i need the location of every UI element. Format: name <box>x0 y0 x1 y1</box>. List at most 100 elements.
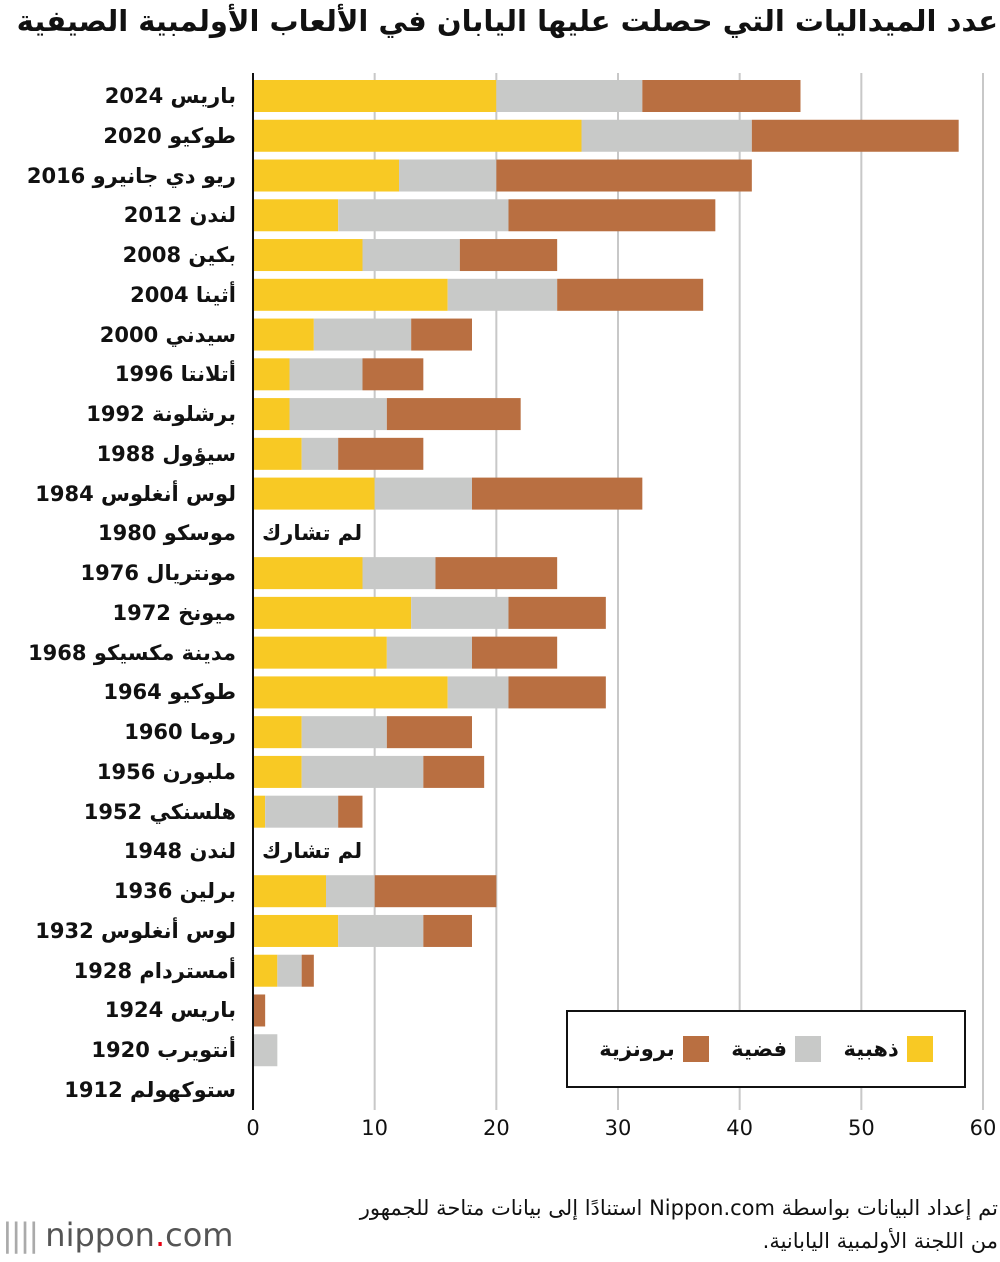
logo-name: nippon <box>45 1216 155 1254</box>
source-note-line2: من اللجنة الأولمبية اليابانية. <box>762 1229 998 1253</box>
x-tick-label: 20 <box>482 1116 510 1140</box>
category-label: أتلانتا 1996 <box>114 362 236 387</box>
category-label: لوس أنغلوس 1984 <box>35 481 236 506</box>
bar-gold <box>253 875 326 908</box>
bar-silver <box>289 398 387 431</box>
bar-silver <box>399 159 497 192</box>
category-label: ريو دي جانيرو 2016 <box>26 163 236 188</box>
bar-silver <box>326 875 375 908</box>
bar-bronze <box>374 875 497 908</box>
bar-silver <box>496 80 643 112</box>
category-label: مونتريال 1976 <box>80 561 236 586</box>
bar-gold <box>253 636 387 669</box>
bar-silver <box>581 119 752 152</box>
not-participated-label: لم تشارك <box>262 839 363 864</box>
category-label: هلسنكي 1952 <box>83 799 236 824</box>
bar-gold <box>253 795 266 828</box>
category-label: أثينا 2004 <box>130 282 236 307</box>
bar-silver <box>301 755 424 788</box>
category-label: لوس أنغلوس 1932 <box>35 918 236 943</box>
legend-label: فضية <box>731 1037 788 1061</box>
legend-item: ذهبية <box>844 1036 933 1062</box>
bar-silver <box>374 477 472 510</box>
legend-swatch <box>906 1036 933 1062</box>
category-label: باريس 2024 <box>104 84 236 108</box>
category-label: طوكيو 2020 <box>103 123 236 148</box>
bar-bronze <box>362 358 424 391</box>
bar-silver <box>301 437 339 470</box>
source-note: تم إعداد البيانات بواسطة Nippon.com استن… <box>238 1192 998 1258</box>
bar-gold <box>253 437 302 470</box>
bar-bronze <box>386 716 472 749</box>
bar-bronze <box>508 676 606 709</box>
legend-item: برونزية <box>599 1036 709 1062</box>
bar-gold <box>253 557 363 590</box>
category-label: باريس 1924 <box>104 998 236 1023</box>
legend-label: ذهبية <box>843 1037 899 1061</box>
bar-silver <box>289 358 363 391</box>
category-label: روما 1960 <box>124 720 236 745</box>
x-tick-label: 30 <box>604 1116 632 1140</box>
legend: ذهبية فضية برونزية <box>566 1010 966 1088</box>
x-tick-label: 50 <box>847 1116 875 1140</box>
bar-bronze <box>472 477 643 510</box>
bar-bronze <box>642 80 801 112</box>
category-label: سيدني 2000 <box>99 322 236 347</box>
category-label: لندن 1948 <box>123 839 236 864</box>
bar-bronze <box>338 437 424 470</box>
category-label: لندن 2012 <box>123 203 236 228</box>
bar-silver <box>338 199 509 232</box>
bar-gold <box>253 477 375 510</box>
bar-silver <box>338 914 424 947</box>
category-label: موسكو 1980 <box>98 521 236 546</box>
bar-bronze <box>472 636 558 669</box>
bar-bronze <box>253 994 266 1027</box>
category-label: برلين 1936 <box>113 879 236 904</box>
bar-silver <box>447 676 509 709</box>
x-tick-label: 40 <box>726 1116 754 1140</box>
category-label: أنتويرب 1920 <box>91 1038 236 1063</box>
bar-gold <box>253 398 290 431</box>
bar-bronze <box>423 755 485 788</box>
legend-label: برونزية <box>599 1037 675 1061</box>
bar-gold <box>253 676 448 709</box>
legend-swatch <box>682 1036 709 1062</box>
bar-gold <box>253 199 339 232</box>
bar-bronze <box>557 278 704 311</box>
bar-silver <box>362 239 460 272</box>
category-label: برشلونة 1992 <box>86 402 236 427</box>
legend-item: فضية <box>731 1036 822 1062</box>
category-label: ستوكهولم 1912 <box>64 1078 236 1102</box>
bar-gold <box>253 318 314 351</box>
bar-gold <box>253 80 497 112</box>
nippon-logo: |||| nippon.com <box>2 1216 234 1254</box>
logo-suffix: com <box>165 1216 234 1254</box>
bar-bronze <box>496 159 752 192</box>
bar-silver <box>313 318 412 351</box>
not-participated-label: لم تشارك <box>262 521 363 546</box>
bar-gold <box>253 755 302 788</box>
category-label: بكين 2008 <box>122 243 236 268</box>
category-label: أمستردام 1928 <box>73 958 236 983</box>
bar-bronze <box>508 596 606 629</box>
bar-bronze <box>435 557 558 590</box>
category-label: ميونخ 1972 <box>112 600 236 625</box>
bar-bronze <box>338 795 363 828</box>
category-label: مدينة مكسيكو 1968 <box>28 640 236 665</box>
bar-silver <box>265 795 339 828</box>
bar-silver <box>253 1034 278 1067</box>
bar-bronze <box>508 199 716 232</box>
bar-gold <box>253 716 302 749</box>
bar-bronze <box>459 239 558 272</box>
bar-bronze <box>386 398 521 431</box>
bar-silver <box>447 278 558 311</box>
bar-bronze <box>301 954 314 987</box>
bar-gold <box>253 119 582 152</box>
bar-silver <box>411 596 509 629</box>
x-tick-label: 60 <box>969 1116 997 1140</box>
chart-title: عدد الميداليات التي حصلت عليها اليابان ف… <box>16 4 998 38</box>
bar-bronze <box>423 914 472 947</box>
bar-gold <box>253 239 363 272</box>
